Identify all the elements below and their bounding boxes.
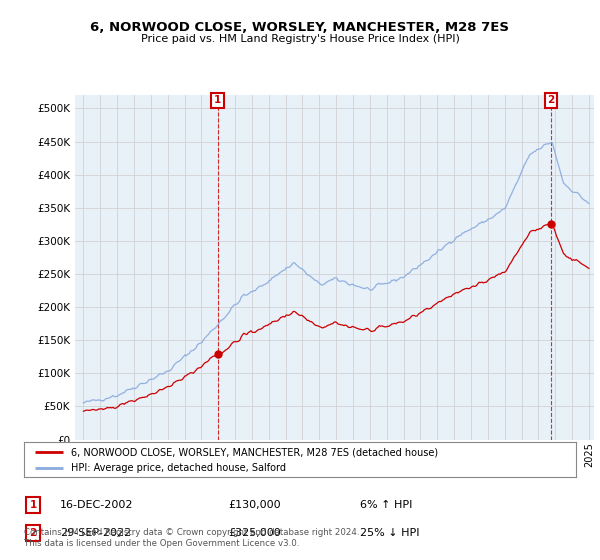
Text: Contains HM Land Registry data © Crown copyright and database right 2024.
This d: Contains HM Land Registry data © Crown c… (24, 528, 359, 548)
Text: 1: 1 (29, 500, 37, 510)
Text: 25% ↓ HPI: 25% ↓ HPI (360, 528, 419, 538)
Text: 1: 1 (214, 95, 221, 105)
Text: Price paid vs. HM Land Registry's House Price Index (HPI): Price paid vs. HM Land Registry's House … (140, 34, 460, 44)
Text: 6% ↑ HPI: 6% ↑ HPI (360, 500, 412, 510)
Text: 6, NORWOOD CLOSE, WORSLEY, MANCHESTER, M28 7ES: 6, NORWOOD CLOSE, WORSLEY, MANCHESTER, M… (91, 21, 509, 34)
Text: 2: 2 (547, 95, 554, 105)
Text: 6, NORWOOD CLOSE, WORSLEY, MANCHESTER, M28 7ES (detached house): 6, NORWOOD CLOSE, WORSLEY, MANCHESTER, M… (71, 447, 438, 457)
Text: 2: 2 (29, 528, 37, 538)
Text: £325,000: £325,000 (228, 528, 281, 538)
Text: £130,000: £130,000 (228, 500, 281, 510)
Text: 29-SEP-2022: 29-SEP-2022 (60, 528, 131, 538)
Text: 16-DEC-2002: 16-DEC-2002 (60, 500, 133, 510)
Text: HPI: Average price, detached house, Salford: HPI: Average price, detached house, Salf… (71, 464, 286, 473)
